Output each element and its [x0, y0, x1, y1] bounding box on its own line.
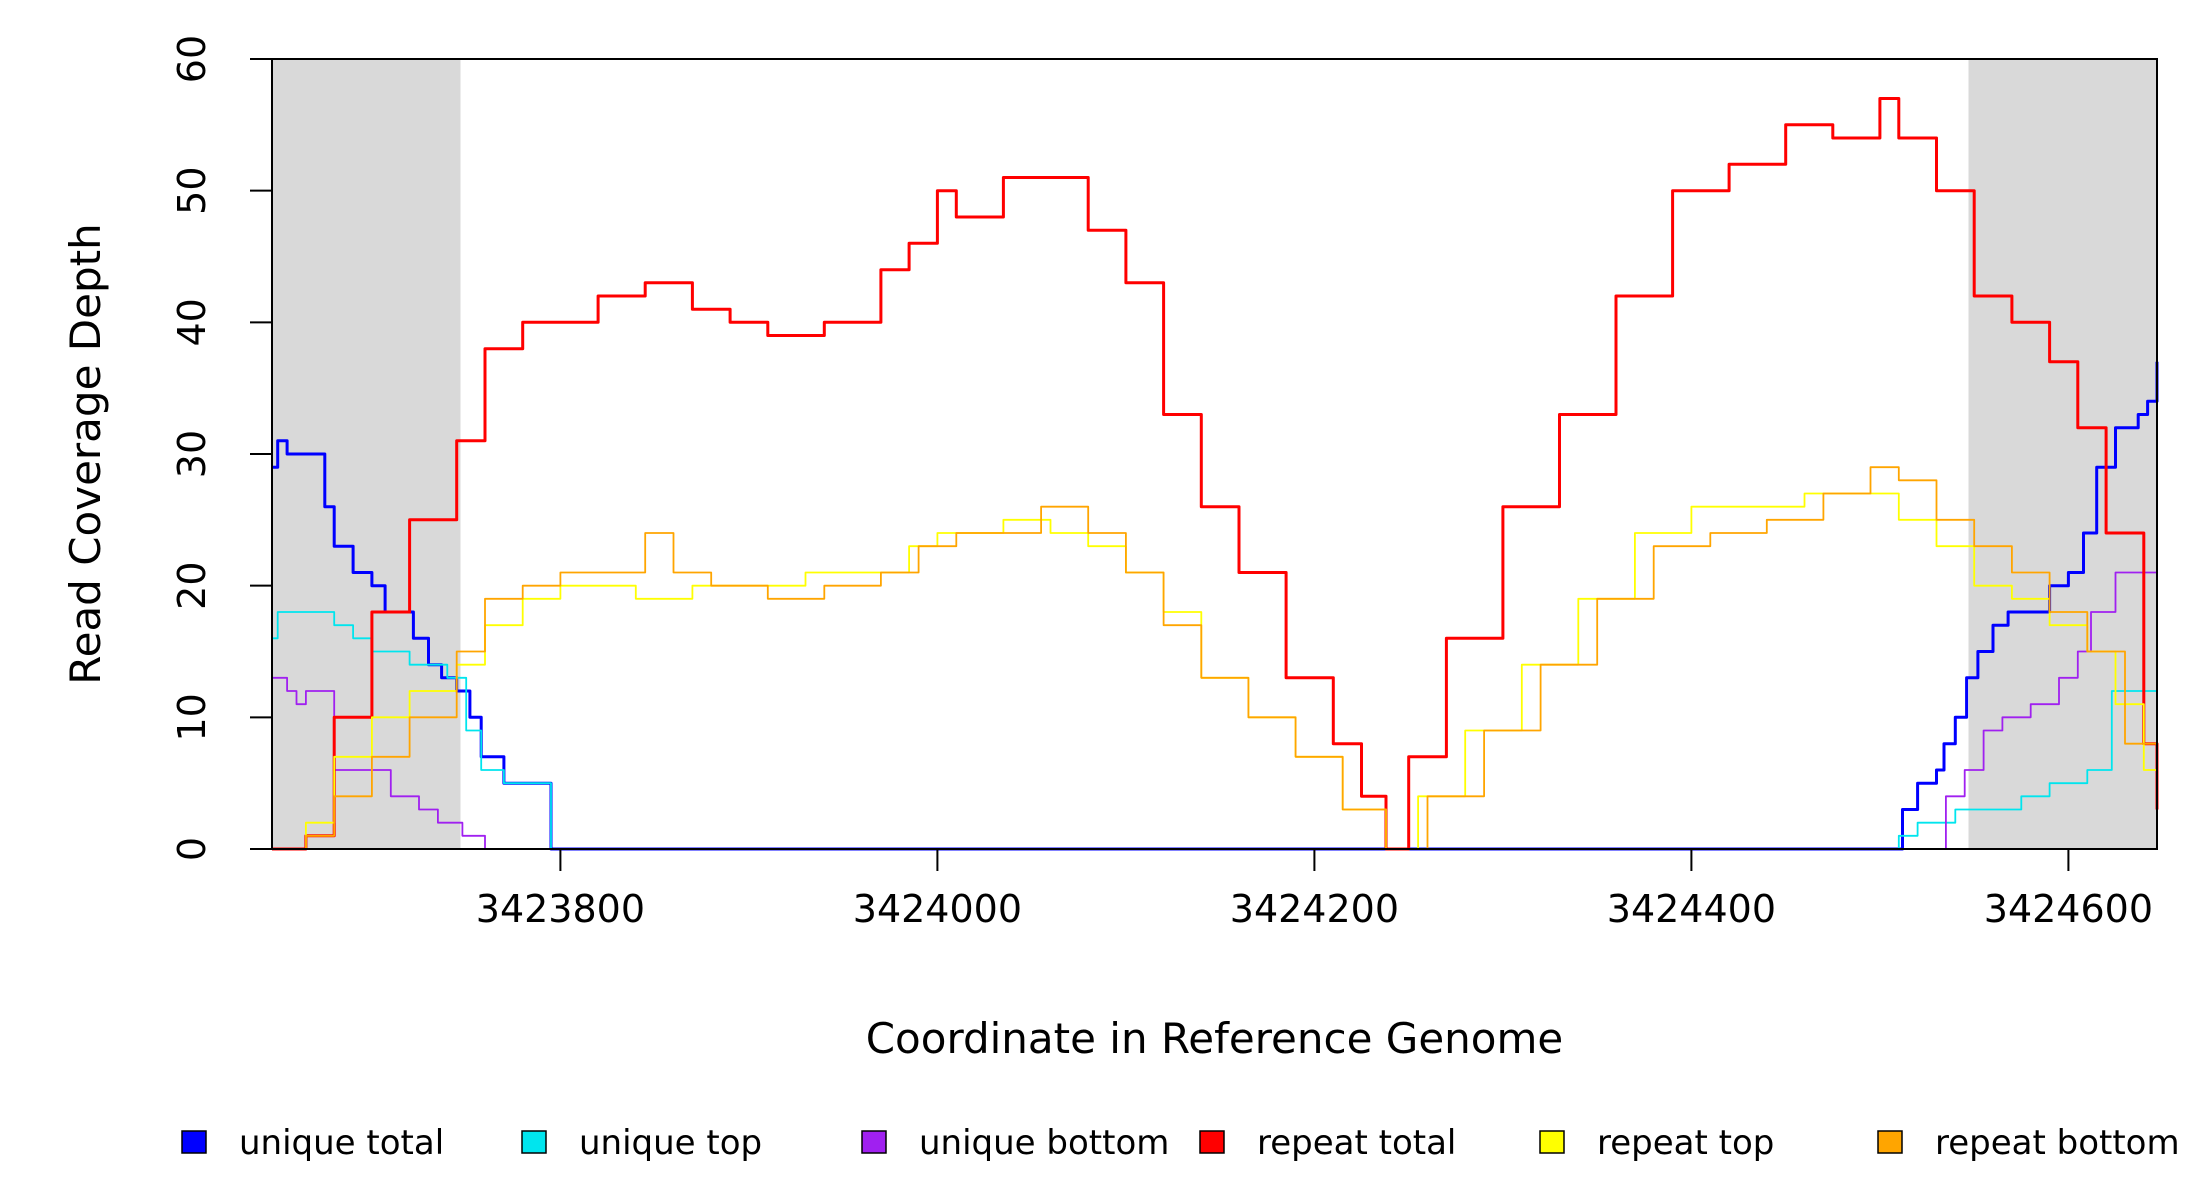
legend-swatch — [181, 1130, 207, 1154]
legend-label: unique total — [239, 1123, 444, 1163]
series-lines — [272, 97, 2159, 851]
series-line-unique-total — [272, 361, 2159, 851]
legend-label: repeat top — [1597, 1123, 1774, 1163]
legend: unique total unique top unique bottom repea… — [181, 1123, 2180, 1163]
x-tick-label: 3424600 — [1984, 887, 2153, 931]
legend-swatch — [861, 1130, 887, 1154]
y-tick-label: 20 — [170, 561, 214, 609]
legend-label: repeat total — [1257, 1123, 1456, 1163]
shaded-regions — [272, 59, 2157, 849]
legend-label: repeat bottom — [1935, 1123, 2180, 1163]
legend-swatch — [1539, 1130, 1565, 1154]
legend-swatch — [1199, 1130, 1225, 1154]
series-line-unique-bottom — [272, 559, 2158, 850]
x-axis-title: Coordinate in Reference Genome — [866, 1014, 1564, 1063]
y-axis: 0 10 20 30 40 50 60 — [170, 35, 273, 861]
y-tick-label: 30 — [170, 430, 214, 478]
x-tick-label: 3424400 — [1607, 887, 1776, 931]
x-tick-label: 3423800 — [476, 887, 645, 931]
legend-label: unique top — [579, 1123, 762, 1163]
legend-swatch — [521, 1130, 547, 1154]
series-line-repeat-bottom — [272, 466, 2158, 850]
y-tick-label: 10 — [170, 693, 214, 741]
legend-label: unique bottom — [919, 1123, 1169, 1163]
x-tick-label: 3424200 — [1230, 887, 1399, 931]
y-tick-label: 60 — [170, 35, 214, 83]
series-line-repeat-total — [272, 97, 2159, 851]
y-tick-label: 40 — [170, 298, 214, 346]
x-tick-label: 3424000 — [853, 887, 1022, 931]
series-line-unique-top — [272, 611, 2158, 850]
x-axis: 3423800 3424000 3424200 3424400 3424600 — [476, 848, 2153, 931]
plot-frame — [271, 58, 2158, 850]
y-tick-label: 50 — [170, 166, 214, 214]
y-tick-label: 0 — [170, 837, 214, 861]
legend-swatch — [1877, 1130, 1903, 1154]
y-axis-title: Read Coverage Depth — [61, 223, 110, 684]
series-line-repeat-top — [272, 492, 2158, 850]
